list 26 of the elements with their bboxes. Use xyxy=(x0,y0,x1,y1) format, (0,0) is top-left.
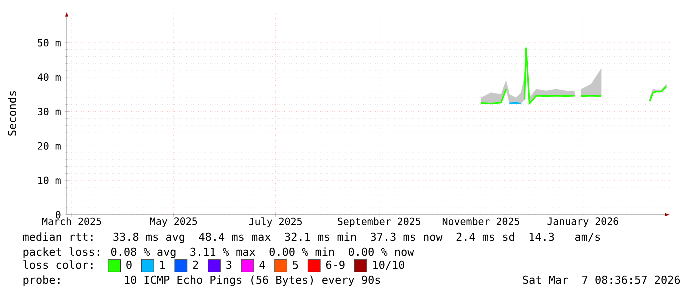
x-tick-label: May 2025 xyxy=(150,218,198,228)
text: median rtt: 33.8 ms avg 48.4 ms max 32.1 ms min 37.3 ms now 2.4 ms sd 14.3 am/s xyxy=(23,232,600,244)
y-tick-label: 20 m xyxy=(38,142,61,150)
y-tick-label: 50 m xyxy=(38,39,61,47)
legend-label: 1 xyxy=(160,261,166,269)
text: Sat Mar 7 08:36:57 2026 xyxy=(523,276,680,284)
legend-label: 0 xyxy=(126,260,132,270)
text: probe: 10 ICMP Echo Pings (56 Bytes) every 90s xyxy=(24,276,380,286)
x-tick-label: September 2025 xyxy=(338,218,421,228)
text: loss color: xyxy=(24,260,93,270)
legend-label: 4 xyxy=(260,261,266,269)
legend-label: 3 xyxy=(226,260,232,270)
legend-label: 5 xyxy=(293,261,298,270)
x-tick-label: November 2025 xyxy=(442,218,520,226)
y-tick-label: 40 m xyxy=(38,74,61,82)
y-tick-label: 30 m xyxy=(38,108,61,116)
y-tick-label: 10 m xyxy=(38,176,61,184)
legend-label: 2 xyxy=(193,260,198,269)
x-tick-label: March 2025 xyxy=(42,218,102,226)
legend-label: 6-9 xyxy=(326,260,345,270)
legend-label: 10/10 xyxy=(374,260,404,270)
x-tick-label: January 2026 xyxy=(548,218,618,228)
text: packet loss: 0.08 % avg 3.11 % max 0.00 % min 0.00 % now xyxy=(24,248,414,258)
x-tick-label: July 2025 xyxy=(249,218,302,228)
y-tick-label: 0 xyxy=(56,211,61,219)
y-axis-title: Seconds xyxy=(8,91,16,136)
